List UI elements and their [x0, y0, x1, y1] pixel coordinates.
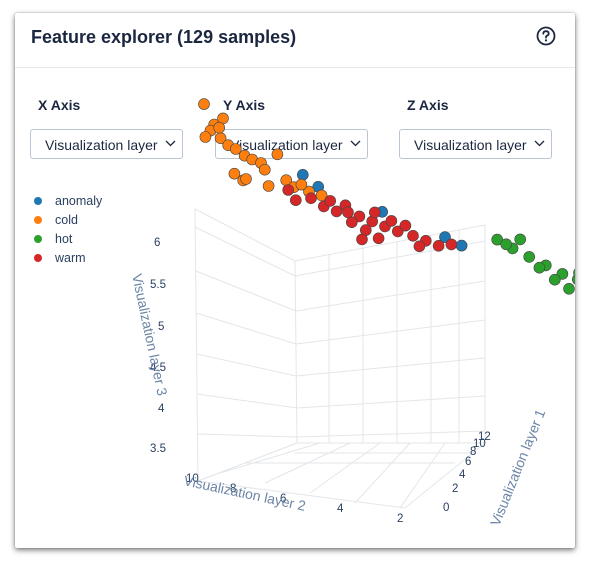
y-axis-ticks: 10 8 6 4 2: [186, 473, 403, 525]
data-point-cold[interactable]: [213, 121, 225, 134]
data-point-cold[interactable]: [199, 131, 212, 143]
x-tick-label: 2: [452, 483, 458, 495]
data-point-cold[interactable]: [228, 167, 241, 180]
data-point-warm[interactable]: [356, 233, 368, 246]
x-axis-title: Visualization layer 1: [487, 407, 548, 528]
data-point-hot[interactable]: [514, 233, 527, 246]
x-axis-select-value: Visualization layer: [45, 137, 158, 153]
data-point-hot[interactable]: [548, 273, 561, 286]
plot-grid: [194, 208, 487, 509]
data-point-warm[interactable]: [413, 240, 426, 253]
z-axis-select[interactable]: Visualization layer: [399, 129, 552, 159]
data-point-cold[interactable]: [271, 148, 284, 161]
scatter-3d-plot[interactable]: 6 5.5 5 4.5 4 3.5 Visualization layer 3 …: [15, 13, 575, 548]
data-point-hot[interactable]: [563, 282, 575, 295]
data-point-hot[interactable]: [500, 238, 513, 251]
data-point-warm[interactable]: [432, 240, 445, 252]
data-point-warm[interactable]: [342, 206, 354, 219]
data-point-hot[interactable]: [523, 251, 536, 263]
data-point-anomaly[interactable]: [296, 169, 309, 181]
y-tick-label: 6: [280, 493, 286, 505]
z-tick-label: 4.5: [150, 362, 166, 374]
data-point-cold[interactable]: [230, 143, 242, 155]
legend-label: hot: [55, 232, 73, 246]
legend-label: cold: [55, 213, 78, 227]
legend-marker: [34, 216, 42, 224]
z-axis-control: Z Axis Visualization layer: [399, 97, 554, 159]
x-tick-label: 10: [473, 438, 486, 450]
data-point-warm[interactable]: [324, 195, 337, 207]
data-point-warm[interactable]: [372, 232, 385, 245]
z-tick-label: 5.5: [150, 279, 166, 291]
legend-label: anomaly: [55, 194, 103, 208]
x-tick-label: 0: [443, 502, 449, 514]
z-axis-ticks: 6 5.5 5 4.5 4 3.5: [150, 237, 166, 455]
chevron-down-icon: [350, 140, 361, 147]
data-point-hot[interactable]: [533, 261, 546, 274]
data-point-warm[interactable]: [345, 216, 358, 228]
z-axis-title: Visualization layer 3: [129, 272, 171, 397]
chevron-down-icon: [534, 140, 545, 147]
data-point-cold[interactable]: [315, 189, 328, 202]
x-axis-control: X Axis Visualization layer: [30, 97, 185, 159]
data-point-warm[interactable]: [445, 238, 458, 251]
panel-header: Feature explorer (129 samples): [15, 13, 575, 68]
y-axis-control: Y Axis Visualization layer: [215, 97, 370, 159]
z-tick-label: 3.5: [150, 443, 166, 455]
data-point-anomaly[interactable]: [455, 239, 468, 252]
scatter-points: [198, 98, 576, 295]
x-axis-ticks: 0 2 4 6 8 10 12: [443, 431, 491, 514]
data-point-cold[interactable]: [295, 178, 308, 191]
data-point-warm[interactable]: [399, 219, 412, 232]
x-axis-select[interactable]: Visualization layer: [30, 129, 183, 159]
x-tick-label: 12: [478, 431, 491, 443]
x-axis-label: X Axis: [38, 97, 81, 113]
y-tick-label: 4: [337, 503, 344, 515]
z-axis-label: Z Axis: [407, 97, 449, 113]
x-tick-label: 8: [470, 446, 476, 458]
data-point-warm[interactable]: [407, 230, 419, 242]
legend-marker: [34, 235, 42, 243]
chevron-down-icon: [165, 140, 176, 147]
data-point-warm[interactable]: [282, 184, 295, 196]
z-axis-select-value: Visualization layer: [414, 137, 527, 153]
data-point-warm[interactable]: [368, 206, 381, 219]
data-point-warm[interactable]: [305, 192, 317, 204]
help-circle-icon[interactable]: [535, 25, 557, 47]
z-tick-label: 5: [158, 321, 164, 333]
legend-marker: [34, 254, 42, 262]
data-point-anomaly[interactable]: [439, 231, 451, 243]
data-point-cold[interactable]: [259, 163, 271, 176]
data-point-cold[interactable]: [240, 173, 252, 185]
data-point-hot[interactable]: [491, 233, 504, 246]
panel-title: Feature explorer (129 samples): [31, 27, 297, 47]
y-tick-label: 2: [397, 513, 403, 525]
y-tick-label: 8: [230, 483, 236, 495]
z-tick-label: 4: [158, 403, 165, 415]
data-point-warm[interactable]: [330, 205, 343, 218]
y-axis-select-value: Visualization layer: [230, 137, 343, 153]
y-axis-select[interactable]: Visualization layer: [215, 129, 368, 159]
y-tick-label: 10: [186, 473, 199, 485]
z-tick-label: 6: [154, 237, 160, 249]
x-tick-label: 6: [465, 456, 471, 468]
data-point-warm[interactable]: [385, 215, 398, 227]
x-tick-label: 4: [459, 469, 466, 481]
legend-marker: [34, 197, 42, 205]
legend-label: warm: [55, 251, 86, 265]
data-point-hot[interactable]: [573, 267, 576, 278]
data-point-cold[interactable]: [198, 98, 210, 110]
data-point-warm[interactable]: [289, 194, 302, 206]
data-point-hot[interactable]: [572, 274, 575, 285]
y-axis-label: Y Axis: [223, 97, 266, 113]
feature-explorer-panel: Feature explorer (129 samples) X Axis Vi…: [15, 13, 575, 548]
data-point-cold[interactable]: [262, 180, 275, 192]
